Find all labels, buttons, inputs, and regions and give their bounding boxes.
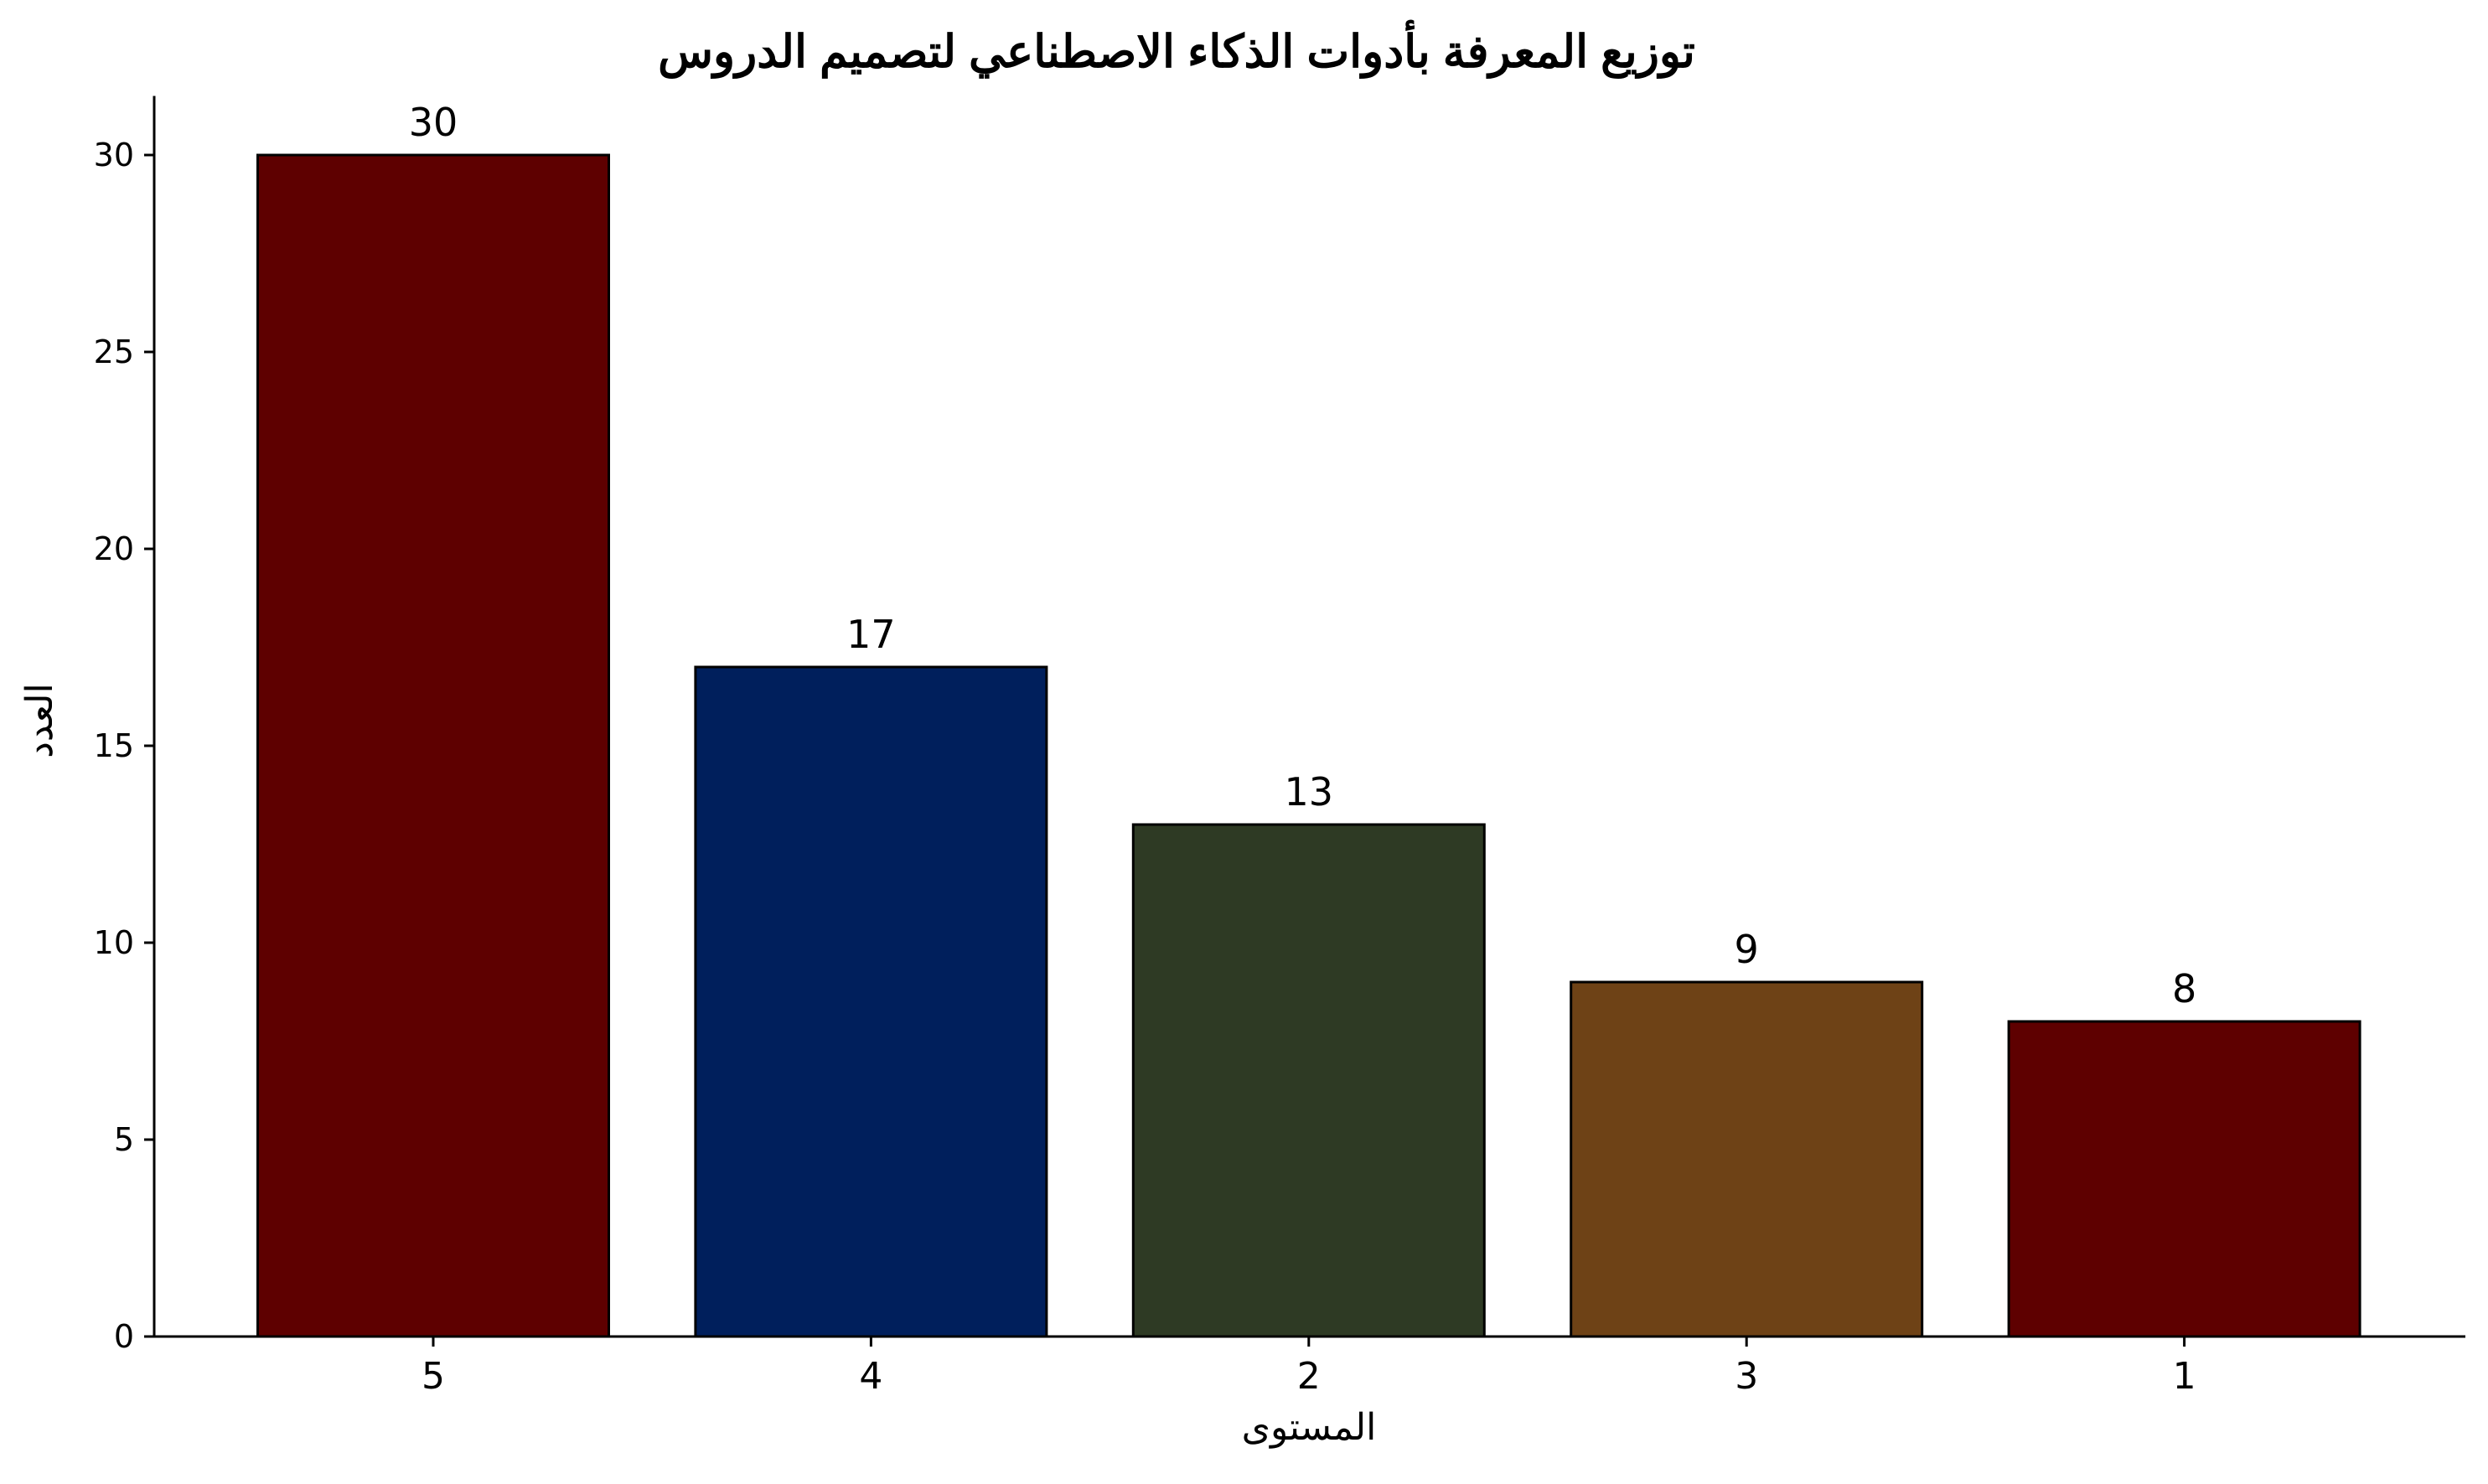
bar-1 (2007, 1020, 2361, 1338)
bar-5 (256, 153, 610, 1338)
x-tick-label-2: 2 (1297, 1355, 1321, 1398)
y-tick-label-5: 5 (114, 1121, 134, 1158)
x-axis-ticks: 5 4 2 3 1 (422, 1337, 2196, 1398)
bar-3 (1570, 980, 1924, 1338)
data-label-4: 17 (846, 612, 896, 657)
x-axis-label: المستوى (1242, 1407, 1377, 1449)
y-tick-label-25: 25 (94, 334, 134, 370)
y-tick-label-20: 20 (94, 530, 134, 567)
data-label-1: 8 (2172, 966, 2196, 1011)
y-tick-label-15: 15 (94, 727, 134, 764)
bar-2 (1131, 823, 1486, 1338)
y-axis-ticks: 0 5 10 15 20 25 30 (94, 137, 154, 1355)
x-tick-label-4: 4 (859, 1355, 882, 1398)
x-tick-label-5: 5 (422, 1355, 445, 1398)
chart-title: توزيع المعرفة بأدوات الذكاء الاصطناعي لت… (658, 19, 1695, 80)
data-labels-group: 30 17 13 9 8 (409, 100, 2197, 1011)
y-tick-label-10: 10 (94, 924, 134, 961)
bars-group (256, 153, 2361, 1338)
x-tick-label-3: 3 (1735, 1355, 1758, 1398)
y-tick-label-30: 30 (94, 137, 134, 173)
data-label-5: 30 (409, 100, 458, 145)
y-axis-label: العدد (19, 683, 60, 758)
data-label-2: 13 (1285, 769, 1334, 814)
x-tick-label-1: 1 (2173, 1355, 2196, 1398)
data-label-3: 9 (1735, 927, 1759, 972)
y-tick-label-0: 0 (114, 1318, 134, 1355)
bar-4 (694, 665, 1048, 1338)
